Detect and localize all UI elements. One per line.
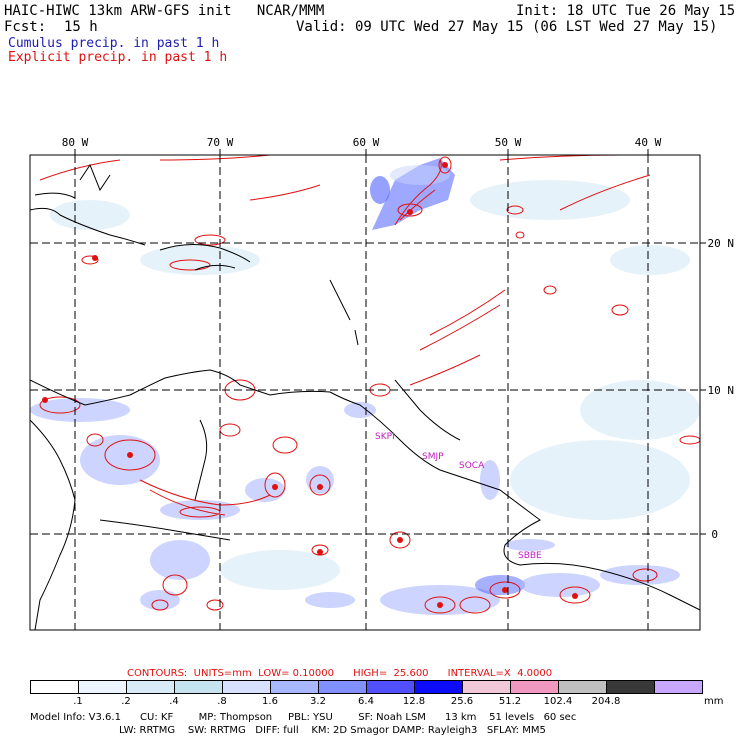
- light-precip-areas: [50, 180, 700, 590]
- coastlines: [29, 163, 701, 631]
- lon-label-80w: 80 W: [61, 136, 89, 149]
- forecast-label: Fcst:: [4, 19, 47, 35]
- lat-lon-grid: [30, 155, 700, 630]
- contour-low: LOW= 0.10000: [258, 668, 334, 679]
- contour-high: HIGH= 25.600: [353, 668, 429, 679]
- colorbar-label: 25.6: [450, 696, 474, 707]
- colorbar-swatch: [463, 681, 511, 693]
- colorbar-swatch: [271, 681, 319, 693]
- frame-ticks: [74, 149, 706, 535]
- colorbar-swatch: [511, 681, 559, 693]
- station-soca: SOCA: [459, 461, 485, 471]
- lat-label-20n: 20 N: [707, 237, 735, 250]
- colorbar-swatch: [367, 681, 415, 693]
- colorbar-label: 6.4: [358, 696, 374, 707]
- colorbar-unit: mm: [704, 696, 724, 707]
- contour-units: UNITS=mm: [193, 668, 252, 679]
- colorbar-swatch: [175, 681, 223, 693]
- map-frame: [29, 154, 701, 631]
- plot-title: HAIC-HIWC 13km ARW-GFS init NCAR/MMM: [4, 3, 325, 19]
- init-time: Init: 18 UTC Tue 26 May 15: [516, 3, 736, 19]
- colorbar-label: .4: [169, 696, 179, 707]
- colorbar-swatch: [319, 681, 367, 693]
- colorbar-label: 1.6: [262, 696, 278, 707]
- contour-interval: INTERVAL=X 4.0000: [447, 668, 553, 679]
- colorbar: [30, 680, 703, 694]
- explicit-precip-contours: [39, 154, 701, 614]
- station-smjp: SMJP: [422, 452, 444, 462]
- colorbar-label: 102.4: [543, 696, 573, 707]
- colorbar-label: .1: [73, 696, 83, 707]
- explicit-legend: Explicit precip. in past 1 h: [8, 50, 228, 65]
- station-skpi: SKPI: [375, 432, 395, 442]
- station-sbbe: SBBE: [518, 551, 542, 561]
- lon-label-70w: 70 W: [206, 136, 234, 149]
- colorbar-swatch: [415, 681, 463, 693]
- cumulus-legend: Cumulus precip. in past 1 h: [8, 36, 220, 51]
- colorbar-swatch: [31, 681, 79, 693]
- colorbar-swatch: [79, 681, 127, 693]
- forecast-hour: 15 h: [64, 19, 98, 35]
- colorbar-label: 204.8: [591, 696, 621, 707]
- colorbar-label: .2: [121, 696, 131, 707]
- lat-label-0: 0: [711, 528, 718, 541]
- colorbar-swatch: [223, 681, 271, 693]
- model-info-line2: LW: RRTMG SW: RRTMG DIFF: full KM: 2D Sm…: [30, 725, 546, 736]
- cumulus-precip-areas: [30, 158, 680, 615]
- colorbar-label: 51.2: [498, 696, 522, 707]
- colorbar-label: 12.8: [402, 696, 426, 707]
- lat-label-10n: 10 N: [707, 384, 735, 397]
- contour-prefix: CONTOURS:: [127, 668, 188, 679]
- model-info-line1: Model Info: V3.6.1 CU: KF MP: Thompson P…: [30, 712, 577, 723]
- colorbar-swatch: [655, 681, 702, 693]
- valid-time: Valid: 09 UTC Wed 27 May 15 (06 LST Wed …: [296, 19, 718, 35]
- colorbar-swatch: [127, 681, 175, 693]
- lon-label-60w: 60 W: [352, 136, 380, 149]
- colorbar-swatch: [559, 681, 607, 693]
- colorbar-swatch: [607, 681, 655, 693]
- contour-info: CONTOURS: UNITS=mm LOW= 0.10000 HIGH= 25…: [127, 668, 552, 679]
- colorbar-label: 3.2: [310, 696, 326, 707]
- lon-label-40w: 40 W: [634, 136, 662, 149]
- explicit-precip-cores: [42, 162, 578, 608]
- lon-label-50w: 50 W: [494, 136, 522, 149]
- colorbar-label: .8: [217, 696, 227, 707]
